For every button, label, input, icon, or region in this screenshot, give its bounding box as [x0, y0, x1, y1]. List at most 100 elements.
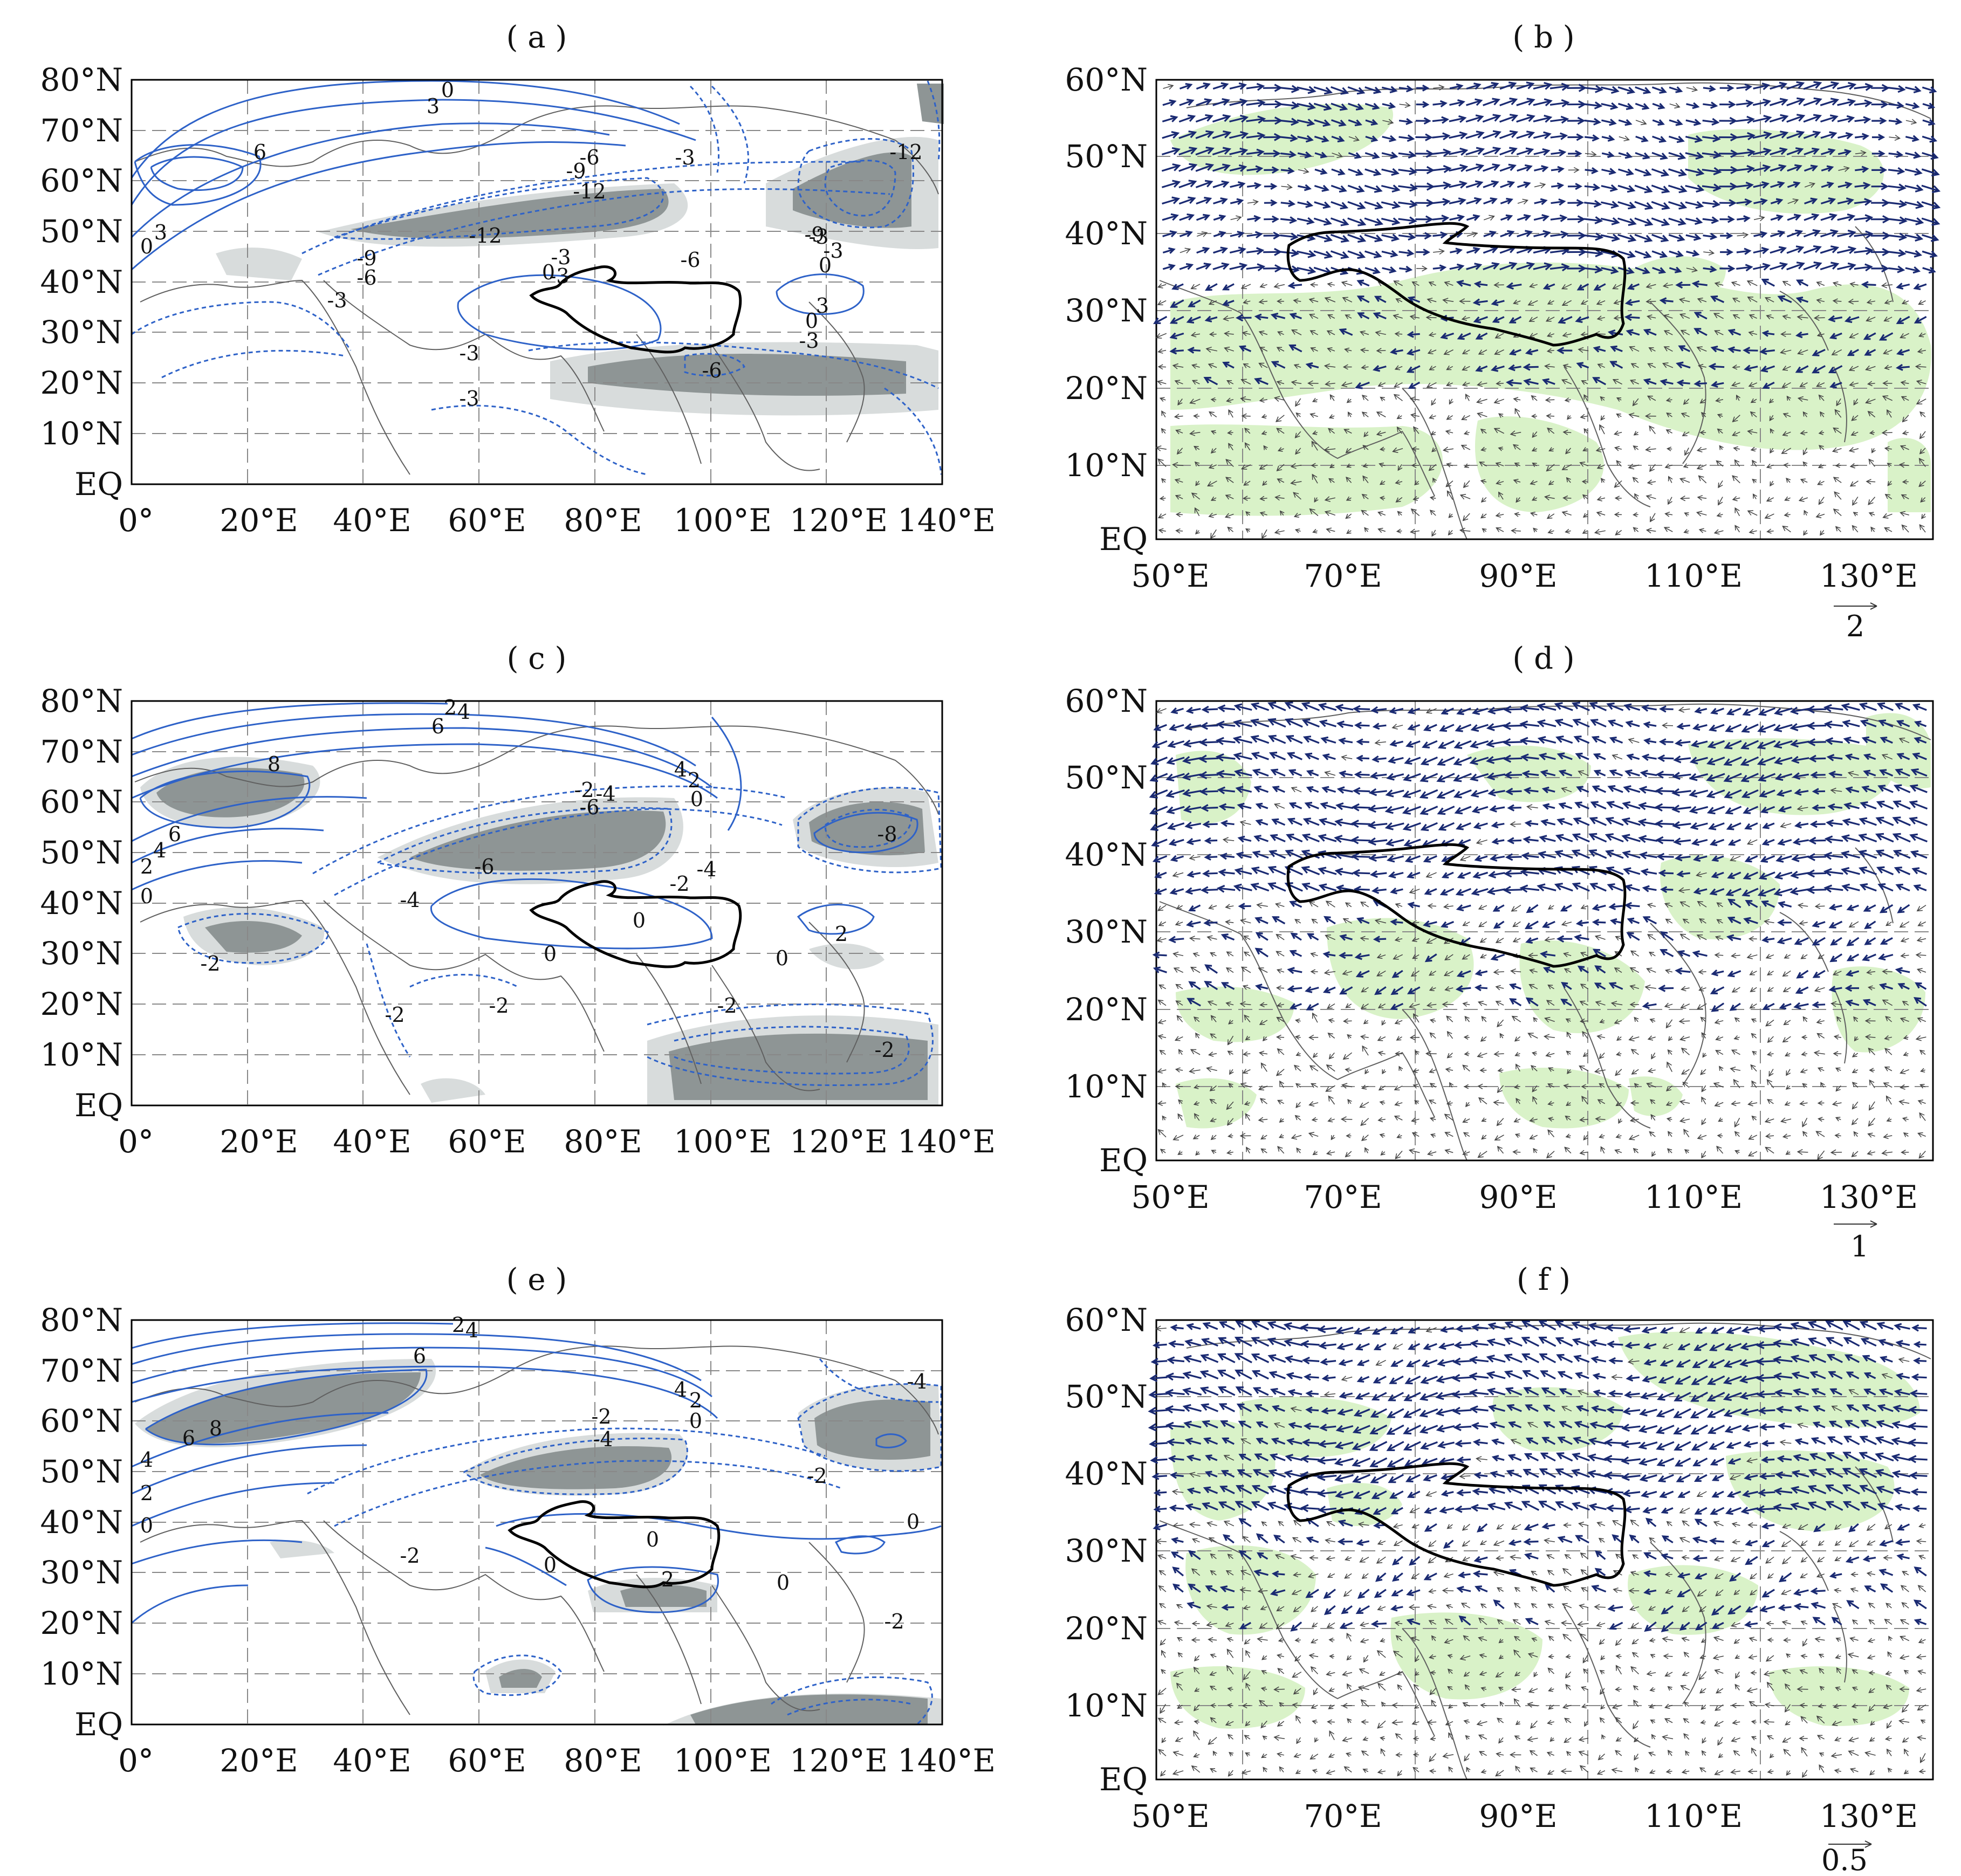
wind-vector-head — [1370, 135, 1379, 142]
wind-vector-head — [1511, 1015, 1518, 1021]
wind-vector-head — [1929, 135, 1938, 143]
wind-vector — [1656, 822, 1675, 825]
panel-e-contour-labels: 2 4 6 8 6 4 2 -4 4 2 0 -2 -4 -2 0 0 0 2 … — [140, 1313, 927, 1633]
wind-vector-head — [1780, 130, 1789, 139]
contour-label: -3 — [327, 288, 347, 312]
panel-e-plateau — [508, 1500, 721, 1589]
x-tick-label: 90°E — [1479, 558, 1557, 594]
contour-label: -6 — [702, 359, 722, 382]
wind-vector-head — [1610, 86, 1620, 94]
wind-vector — [1668, 135, 1684, 142]
wind-vector — [1229, 149, 1247, 155]
wind-vector-head — [1847, 98, 1856, 107]
contour-label: -3 — [549, 264, 569, 288]
wind-vector-head — [1185, 83, 1193, 90]
wind-vector — [1854, 101, 1871, 106]
wind-vector-head — [1727, 84, 1734, 92]
wind-vector — [1195, 115, 1212, 123]
y-tick-label: 70°N — [40, 1352, 123, 1389]
wind-vector-head — [1659, 86, 1667, 94]
panel-a-title: ( a ) — [506, 20, 567, 55]
contour-label: 2 — [835, 922, 848, 946]
x-tick-label: 100°E — [674, 502, 772, 539]
wind-vector — [1820, 132, 1836, 139]
wind-vector — [1656, 790, 1675, 793]
x-tick-label: 130°E — [1820, 558, 1918, 594]
wind-vector — [1280, 136, 1297, 140]
wind-vector — [1313, 102, 1331, 109]
wind-vector-head — [1257, 99, 1266, 107]
wind-vector-head — [1188, 130, 1197, 139]
x-tick-label: 80°E — [564, 1742, 642, 1779]
wind-vector-head — [1782, 1037, 1788, 1043]
wind-vector — [1905, 120, 1917, 123]
wind-vector — [1162, 100, 1175, 106]
contour-label: 0 — [633, 909, 646, 932]
wind-vector-head — [1560, 115, 1569, 124]
wind-vector-head — [1345, 1003, 1351, 1008]
wind-vector-head — [1304, 151, 1312, 159]
wind-vector-head — [1796, 81, 1805, 89]
wind-vector-head — [1355, 103, 1364, 111]
wind-vector-head — [1323, 103, 1332, 111]
wind-vector — [1196, 99, 1211, 106]
wind-vector-head — [1512, 922, 1518, 927]
wind-vector — [1246, 85, 1264, 90]
wind-vector-head — [1340, 87, 1349, 95]
wind-vector-head — [1443, 148, 1452, 157]
wind-vector-head — [1595, 85, 1603, 93]
wind-vector — [1365, 102, 1379, 109]
wind-vector — [1889, 136, 1900, 139]
x-tick-label: 100°E — [674, 1742, 772, 1779]
y-tick-label: 70°N — [40, 112, 123, 149]
wind-vector-head — [1203, 82, 1211, 90]
wind-vector-head — [1240, 131, 1249, 139]
contour-label: -2 — [200, 952, 220, 975]
wind-vector-head — [1225, 967, 1232, 973]
wind-vector-head — [1459, 131, 1468, 140]
wind-vector-head — [1561, 99, 1570, 107]
contour-label: 0 — [646, 1528, 659, 1551]
contour-label: 0 — [907, 1510, 920, 1534]
contour-label: 0 — [805, 309, 818, 333]
wind-vector-head — [1405, 118, 1414, 125]
wind-vector-head — [1221, 82, 1229, 90]
wind-vector-head — [1881, 84, 1890, 92]
wind-vector-head — [1459, 147, 1469, 156]
contour-label: -12 — [573, 180, 606, 203]
contour-label: 6 — [182, 1426, 195, 1450]
wind-vector — [1331, 86, 1348, 94]
contour-label: -9 — [356, 246, 376, 270]
wind-vector — [1297, 135, 1313, 141]
panel-a-contours-neg — [131, 80, 942, 476]
wind-vector-head — [1816, 1033, 1822, 1039]
wind-vector — [1618, 119, 1631, 125]
wind-vector — [1736, 134, 1754, 139]
wind-vector — [1398, 152, 1415, 156]
wind-vector-head — [1594, 101, 1603, 109]
wind-vector — [1803, 115, 1821, 123]
wind-vector-head — [1309, 1065, 1315, 1071]
panel-e-contours — [131, 1322, 942, 1624]
wind-vector-head — [1276, 934, 1282, 939]
contour-label: 4 — [153, 839, 166, 862]
wind-vector-head — [1189, 147, 1198, 155]
wind-vector — [1161, 148, 1180, 156]
wind-vector — [1499, 131, 1517, 139]
wind-vector — [1769, 99, 1787, 106]
wind-vector — [1601, 103, 1617, 108]
wind-vector — [1809, 741, 1826, 744]
y-tick-label: 80°N — [40, 61, 123, 98]
wind-vector — [1398, 120, 1412, 123]
contour-label: 0 — [140, 884, 153, 908]
wind-vector-head — [1404, 102, 1411, 108]
wind-vector-head — [1311, 918, 1317, 924]
wind-vector-head — [1561, 83, 1570, 91]
contour-label: 3 — [154, 221, 167, 244]
contour-label: -4 — [593, 1427, 613, 1451]
contour-label: -6 — [579, 146, 599, 169]
wind-vector-head — [1423, 117, 1431, 125]
wind-vector — [1905, 103, 1918, 108]
wind-vector-head — [1438, 84, 1445, 91]
wind-vector-head — [1205, 114, 1213, 122]
